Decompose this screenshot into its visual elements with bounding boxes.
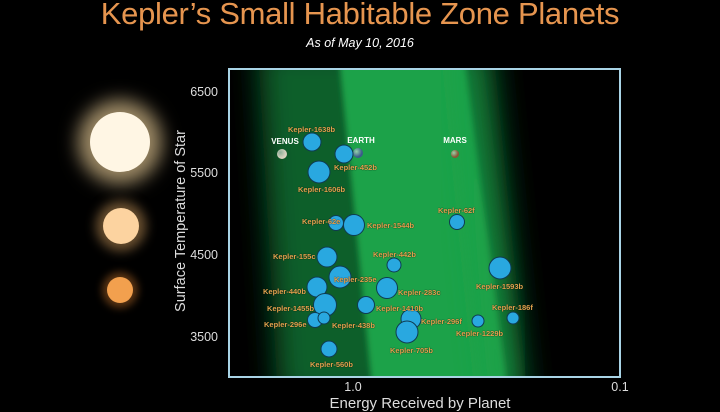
medium-star-icon <box>103 208 139 244</box>
planet-label: Kepler-62f <box>438 206 475 215</box>
earth-icon <box>353 148 363 158</box>
x-axis-label: Energy Received by Planet <box>329 395 511 412</box>
planet-marker <box>376 277 398 299</box>
plot-area: VENUS EARTH MARS Kepler-1638b Kepler-452b Ke… <box>228 68 621 378</box>
chart-subtitle: As of May 10, 2016 <box>306 36 414 50</box>
planet-label: Kepler-1229b <box>456 329 504 338</box>
planet-marker <box>343 214 365 236</box>
planet-marker <box>471 314 485 328</box>
mars-icon <box>451 150 459 158</box>
planet-marker <box>334 144 354 164</box>
planet-marker <box>395 320 419 344</box>
y-axis-label: Surface Temperature of Star <box>173 130 189 312</box>
planet-marker <box>316 246 338 268</box>
planet-label: Kepler-296e <box>264 320 307 329</box>
planet-label: Kepler-705b <box>390 346 433 355</box>
chart-title: Kepler’s Small Habitable Zone Planets <box>100 0 620 31</box>
planet-marker <box>320 340 338 358</box>
planet-label: Kepler-186f <box>492 303 533 312</box>
planet-label: Kepler-1638b <box>288 125 336 134</box>
habitable-zone-band <box>230 70 619 376</box>
y-tick-label: 4500 <box>190 248 218 262</box>
planet-marker <box>488 256 512 280</box>
planet-marker <box>307 160 331 184</box>
planet-marker <box>506 311 520 325</box>
planet-label: Kepler-62e <box>302 217 341 226</box>
x-tick-label: 0.1 <box>611 380 629 394</box>
planet-label: Kepler-560b <box>310 360 353 369</box>
planet-label: Kepler-1606b <box>298 185 346 194</box>
planet-label: Kepler-442b <box>373 250 416 259</box>
planet-marker <box>386 257 402 273</box>
planet-marker <box>302 132 322 152</box>
planet-label: Kepler-155c <box>273 252 316 261</box>
planet-label: Kepler-1593b <box>476 282 524 291</box>
y-tick-label: 6500 <box>190 85 218 99</box>
solar-label-earth: EARTH <box>347 136 375 145</box>
y-tick-label: 5500 <box>190 166 218 180</box>
venus-icon <box>277 149 287 159</box>
planet-label: Kepler-235e <box>334 275 377 284</box>
planet-label: Kepler-296f <box>421 317 462 326</box>
planet-marker <box>328 265 352 289</box>
planet-label: Kepler-1455b <box>267 304 315 313</box>
solar-label-venus: VENUS <box>271 137 299 146</box>
x-tick-label: 1.0 <box>344 380 362 394</box>
cool-star-icon <box>107 277 133 303</box>
planet-marker <box>357 296 375 314</box>
planet-label: Kepler-438b <box>332 321 375 330</box>
planet-label: Kepler-283c <box>398 288 441 297</box>
planet-marker <box>317 311 331 325</box>
star-size-legend <box>0 0 230 405</box>
hot-star-icon <box>90 112 150 172</box>
planet-label: Kepler-1410b <box>376 304 424 313</box>
planet-label: Kepler-1544b <box>367 221 415 230</box>
planet-label: Kepler-452b <box>334 163 377 172</box>
planet-marker <box>449 214 465 230</box>
planet-label: Kepler-440b <box>263 287 306 296</box>
y-tick-label: 3500 <box>190 330 218 344</box>
solar-label-mars: MARS <box>443 136 467 145</box>
